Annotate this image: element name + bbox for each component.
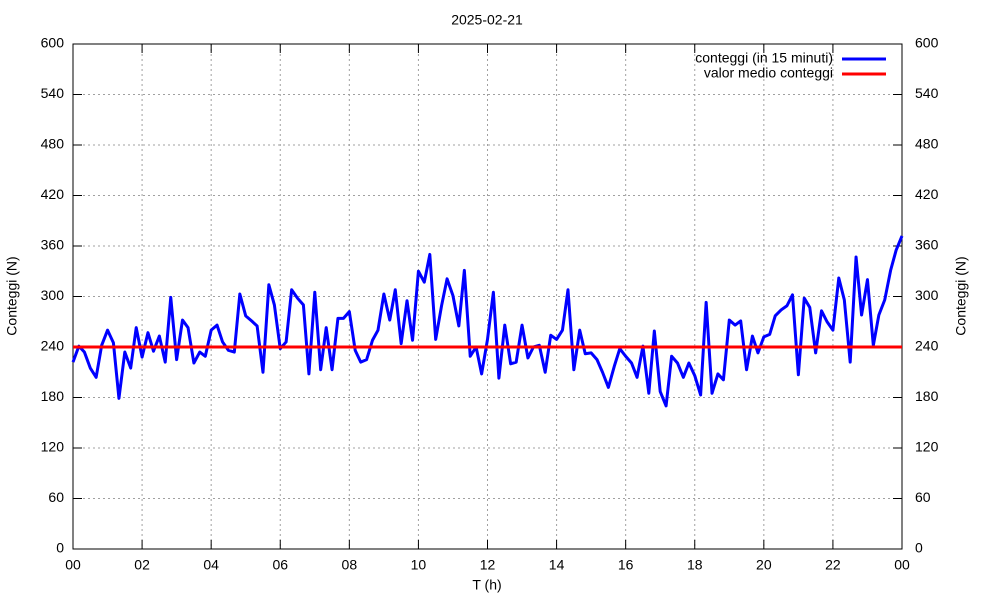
y2-tick-label: 0 (915, 540, 923, 556)
y2-tick-label: 120 (915, 439, 939, 455)
y-tick-label: 600 (41, 35, 65, 51)
y-tick-label: 180 (41, 388, 65, 404)
x-axis-label: T (h) (472, 577, 501, 593)
y-tick-label: 120 (41, 439, 65, 455)
y-tick-label: 540 (41, 85, 65, 101)
x-tick-label: 16 (618, 557, 634, 573)
x-tick-label: 06 (272, 557, 288, 573)
y2-axis-label: Conteggi (N) (953, 256, 969, 335)
legend-label: conteggi (in 15 minuti) (695, 50, 833, 66)
y-tick-label: 360 (41, 237, 65, 253)
x-tick-label: 14 (549, 557, 565, 573)
y-axis-label: Conteggi (N) (4, 256, 20, 335)
y2-tick-label: 480 (915, 136, 939, 152)
y2-tick-label: 420 (915, 186, 939, 202)
y-tick-label: 60 (48, 489, 64, 505)
x-tick-label: 20 (756, 557, 772, 573)
y-tick-label: 240 (41, 338, 65, 354)
y2-tick-label: 540 (915, 85, 939, 101)
y2-tick-label: 600 (915, 35, 939, 51)
y2-tick-label: 240 (915, 338, 939, 354)
y-tick-label: 420 (41, 186, 65, 202)
y2-tick-label: 180 (915, 388, 939, 404)
x-tick-label: 12 (480, 557, 496, 573)
y-tick-label: 480 (41, 136, 65, 152)
y2-tick-label: 300 (915, 287, 939, 303)
x-tick-label: 08 (342, 557, 358, 573)
x-tick-label: 10 (411, 557, 427, 573)
x-tick-label: 00 (65, 557, 81, 573)
x-tick-label: 00 (894, 557, 910, 573)
y2-tick-label: 360 (915, 237, 939, 253)
chart-title: 2025-02-21 (451, 12, 523, 28)
x-tick-label: 18 (687, 557, 703, 573)
data-line (71, 235, 904, 408)
y-tick-label: 300 (41, 287, 65, 303)
y-tick-label: 0 (56, 540, 64, 556)
x-tick-label: 02 (134, 557, 150, 573)
x-tick-label: 22 (825, 557, 841, 573)
y2-tick-label: 60 (915, 489, 931, 505)
plot-frame (72, 43, 903, 550)
x-tick-label: 04 (203, 557, 219, 573)
legend-label: valor medio conteggi (704, 65, 833, 81)
